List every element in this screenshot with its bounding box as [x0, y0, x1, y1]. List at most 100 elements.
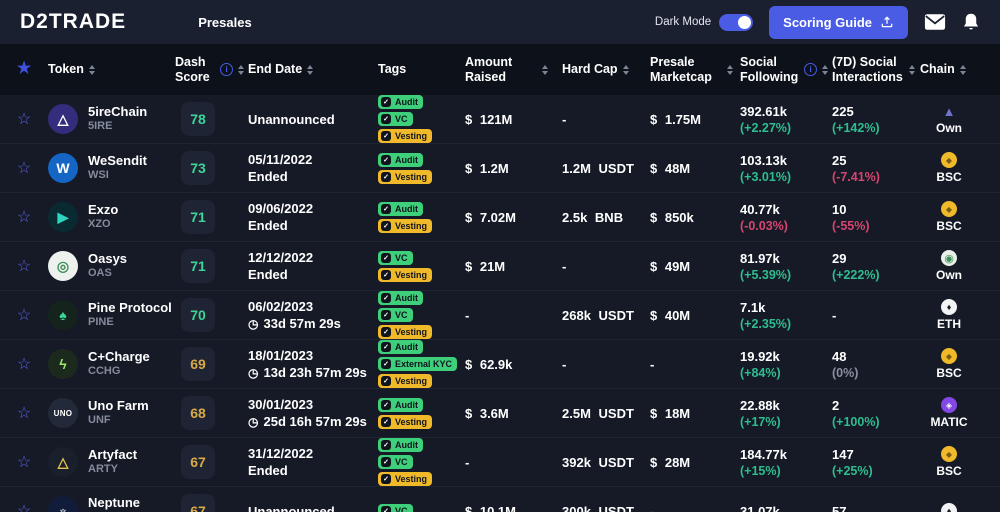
tag-badge: ✓ Audit — [378, 95, 423, 109]
social-following-value: 22.88k — [740, 397, 780, 413]
toggle-knob — [738, 15, 752, 29]
shield-check-icon: ✓ — [381, 416, 391, 427]
tag-badge: ✓ Vesting — [378, 325, 433, 339]
nav-item-presales[interactable]: Presales — [198, 14, 252, 30]
shield-check-icon: ✓ — [381, 293, 391, 303]
dark-mode-toggle[interactable] — [719, 13, 754, 31]
table-row[interactable]: ☆ ▶ Exzo XZO 71 09/06/2022 ◷ Ended ✓Audi… — [0, 193, 1000, 242]
social-following-cell: 81.97k (+5.39%) — [740, 251, 832, 282]
end-date-cell: 05/11/2022 ◷ Ended — [248, 152, 378, 184]
social-interactions-value: 10 — [832, 201, 847, 217]
sort-icon[interactable] — [909, 64, 915, 75]
hard-cap-value: 392k USDT — [562, 454, 634, 470]
token-name: Oasys — [88, 251, 128, 266]
favorite-star-icon[interactable]: ☆ — [16, 454, 32, 471]
scoring-guide-button[interactable]: Scoring Guide — [769, 5, 908, 39]
favorite-star-icon[interactable]: ☆ — [16, 405, 32, 422]
table-row[interactable]: ☆ △ 5ireChain 5IRE 78 Unannounced ◷ ✓Aud… — [0, 95, 1000, 144]
chain-icon: ◉ — [941, 250, 957, 266]
end-date-line1: 31/12/2022 — [248, 446, 314, 461]
table-row[interactable]: ☆ UNO Uno Farm UNF 68 30/01/2023 ◷ 25d 1… — [0, 389, 1000, 438]
header-presale-marketcap[interactable]: Presale Marketcap — [650, 55, 740, 84]
token-symbol: CCHG — [88, 365, 121, 378]
shield-check-icon: ✓ — [381, 359, 391, 369]
tag-badge: ✓ VC — [378, 504, 413, 512]
social-following-change: (+5.39%) — [740, 267, 792, 282]
sort-icon[interactable] — [727, 64, 733, 75]
social-interactions-cell: 147 (+25%) — [832, 447, 920, 478]
favorite-star-icon[interactable]: ☆ — [16, 111, 32, 128]
token-cell[interactable]: ◎ Oasys OAS — [48, 251, 175, 281]
table-row[interactable]: ☆ △ Artyfact ARTY 67 31/12/2022 ◷ Ended … — [0, 438, 1000, 487]
token-cell[interactable]: ♠ Pine Protocol PINE — [48, 300, 175, 330]
table-row[interactable]: ☆ W WeSendit WSI 73 05/11/2022 ◷ Ended ✓… — [0, 144, 1000, 193]
social-following-value: 103.13k — [740, 152, 787, 168]
chain-icon: ▲ — [942, 103, 956, 119]
table-row[interactable]: ☆ ♆ Neptune Mutual 67 Unannounced ◷ ✓VC … — [0, 487, 1000, 512]
end-date-countdown: 13d 23h 57m 29s — [263, 365, 367, 380]
token-cell[interactable]: ♆ Neptune Mutual — [48, 495, 175, 512]
sort-icon[interactable] — [238, 64, 244, 75]
header-favorites[interactable]: ★ — [0, 60, 48, 78]
dash-score-badge: 69 — [181, 347, 215, 381]
end-date-cell: 30/01/2023 ◷ 25d 16h 57m 29s — [248, 397, 378, 429]
header-amount-raised[interactable]: Amount Raised — [465, 55, 562, 84]
sort-icon[interactable] — [542, 64, 548, 75]
social-interactions-change: (+142%) — [832, 120, 880, 135]
header-end-date[interactable]: End Date — [248, 62, 378, 76]
social-following-cell: 392.61k (+2.27%) — [740, 104, 832, 135]
chain-label: BSC — [936, 464, 962, 478]
sort-icon[interactable] — [959, 64, 966, 75]
token-cell[interactable]: △ Artyfact ARTY — [48, 447, 175, 477]
header-token[interactable]: Token — [48, 62, 175, 76]
clock-icon: ◷ — [248, 316, 259, 331]
chain-cell: ♦ ETH — [920, 299, 1000, 331]
chain-cell: ◈ MATIC — [920, 397, 1000, 429]
hard-cap-value: 2.5M USDT — [562, 405, 634, 421]
end-date-line1: 30/01/2023 — [248, 397, 314, 412]
favorite-star-icon[interactable]: ☆ — [16, 356, 32, 373]
header-tags: Tags — [378, 62, 407, 77]
dash-score-badge: 68 — [181, 396, 215, 430]
shield-check-icon: ✓ — [381, 131, 391, 141]
sort-icon[interactable] — [822, 64, 828, 75]
header-chain[interactable]: Chain — [920, 62, 1000, 76]
token-cell[interactable]: UNO Uno Farm UNF — [48, 398, 175, 428]
social-interactions-value: 225 — [832, 103, 854, 119]
header-social-following[interactable]: Social Following i — [740, 55, 832, 84]
sort-icon[interactable] — [88, 64, 95, 75]
favorite-star-icon[interactable]: ☆ — [16, 258, 32, 275]
brand-logo[interactable]: D2TRADE — [20, 10, 127, 33]
amount-raised-value: $ 3.6M — [465, 405, 509, 421]
messages-button[interactable] — [924, 13, 946, 31]
social-interactions-cell: 2 (+100%) — [832, 398, 920, 429]
favorite-star-icon[interactable]: ☆ — [16, 503, 32, 512]
favorite-star-icon[interactable]: ☆ — [16, 209, 32, 226]
header-hard-cap[interactable]: Hard Cap — [562, 62, 650, 76]
favorite-star-icon[interactable]: ☆ — [16, 160, 32, 177]
info-icon[interactable]: i — [804, 63, 817, 76]
token-cell[interactable]: △ 5ireChain 5IRE — [48, 104, 175, 134]
header-social-interactions[interactable]: (7D) Social Interactions — [832, 55, 920, 84]
shield-check-icon: ✓ — [381, 457, 391, 467]
amount-raised-value: $ 121M — [465, 111, 513, 127]
sort-icon[interactable] — [622, 64, 629, 75]
info-icon[interactable]: i — [220, 63, 233, 76]
notifications-button[interactable] — [962, 12, 980, 32]
table-row[interactable]: ☆ ◎ Oasys OAS 71 12/12/2022 ◷ Ended ✓VC✓… — [0, 242, 1000, 291]
token-cell[interactable]: ϟ C+Charge CCHG — [48, 349, 175, 379]
tags-cell: ✓ Audit ✓ VC ✓ Vesting — [378, 291, 465, 339]
token-cell[interactable]: ▶ Exzo XZO — [48, 202, 175, 232]
favorite-star-icon[interactable]: ☆ — [16, 307, 32, 324]
end-date-cell: 18/01/2023 ◷ 13d 23h 57m 29s — [248, 348, 378, 380]
table-row[interactable]: ☆ ♠ Pine Protocol PINE 70 06/02/2023 ◷ 3… — [0, 291, 1000, 340]
end-date-line1: 12/12/2022 — [248, 250, 314, 265]
token-cell[interactable]: W WeSendit WSI — [48, 153, 175, 183]
table-row[interactable]: ☆ ϟ C+Charge CCHG 69 18/01/2023 ◷ 13d 23… — [0, 340, 1000, 389]
sort-icon[interactable] — [307, 64, 314, 75]
chain-label: ETH — [937, 317, 961, 331]
token-symbol: OAS — [88, 267, 112, 280]
header-dash-score[interactable]: Dash Score i — [175, 55, 248, 84]
end-date-countdown: 25d 16h 57m 29s — [263, 414, 367, 429]
token-logo: ♆ — [48, 496, 78, 512]
